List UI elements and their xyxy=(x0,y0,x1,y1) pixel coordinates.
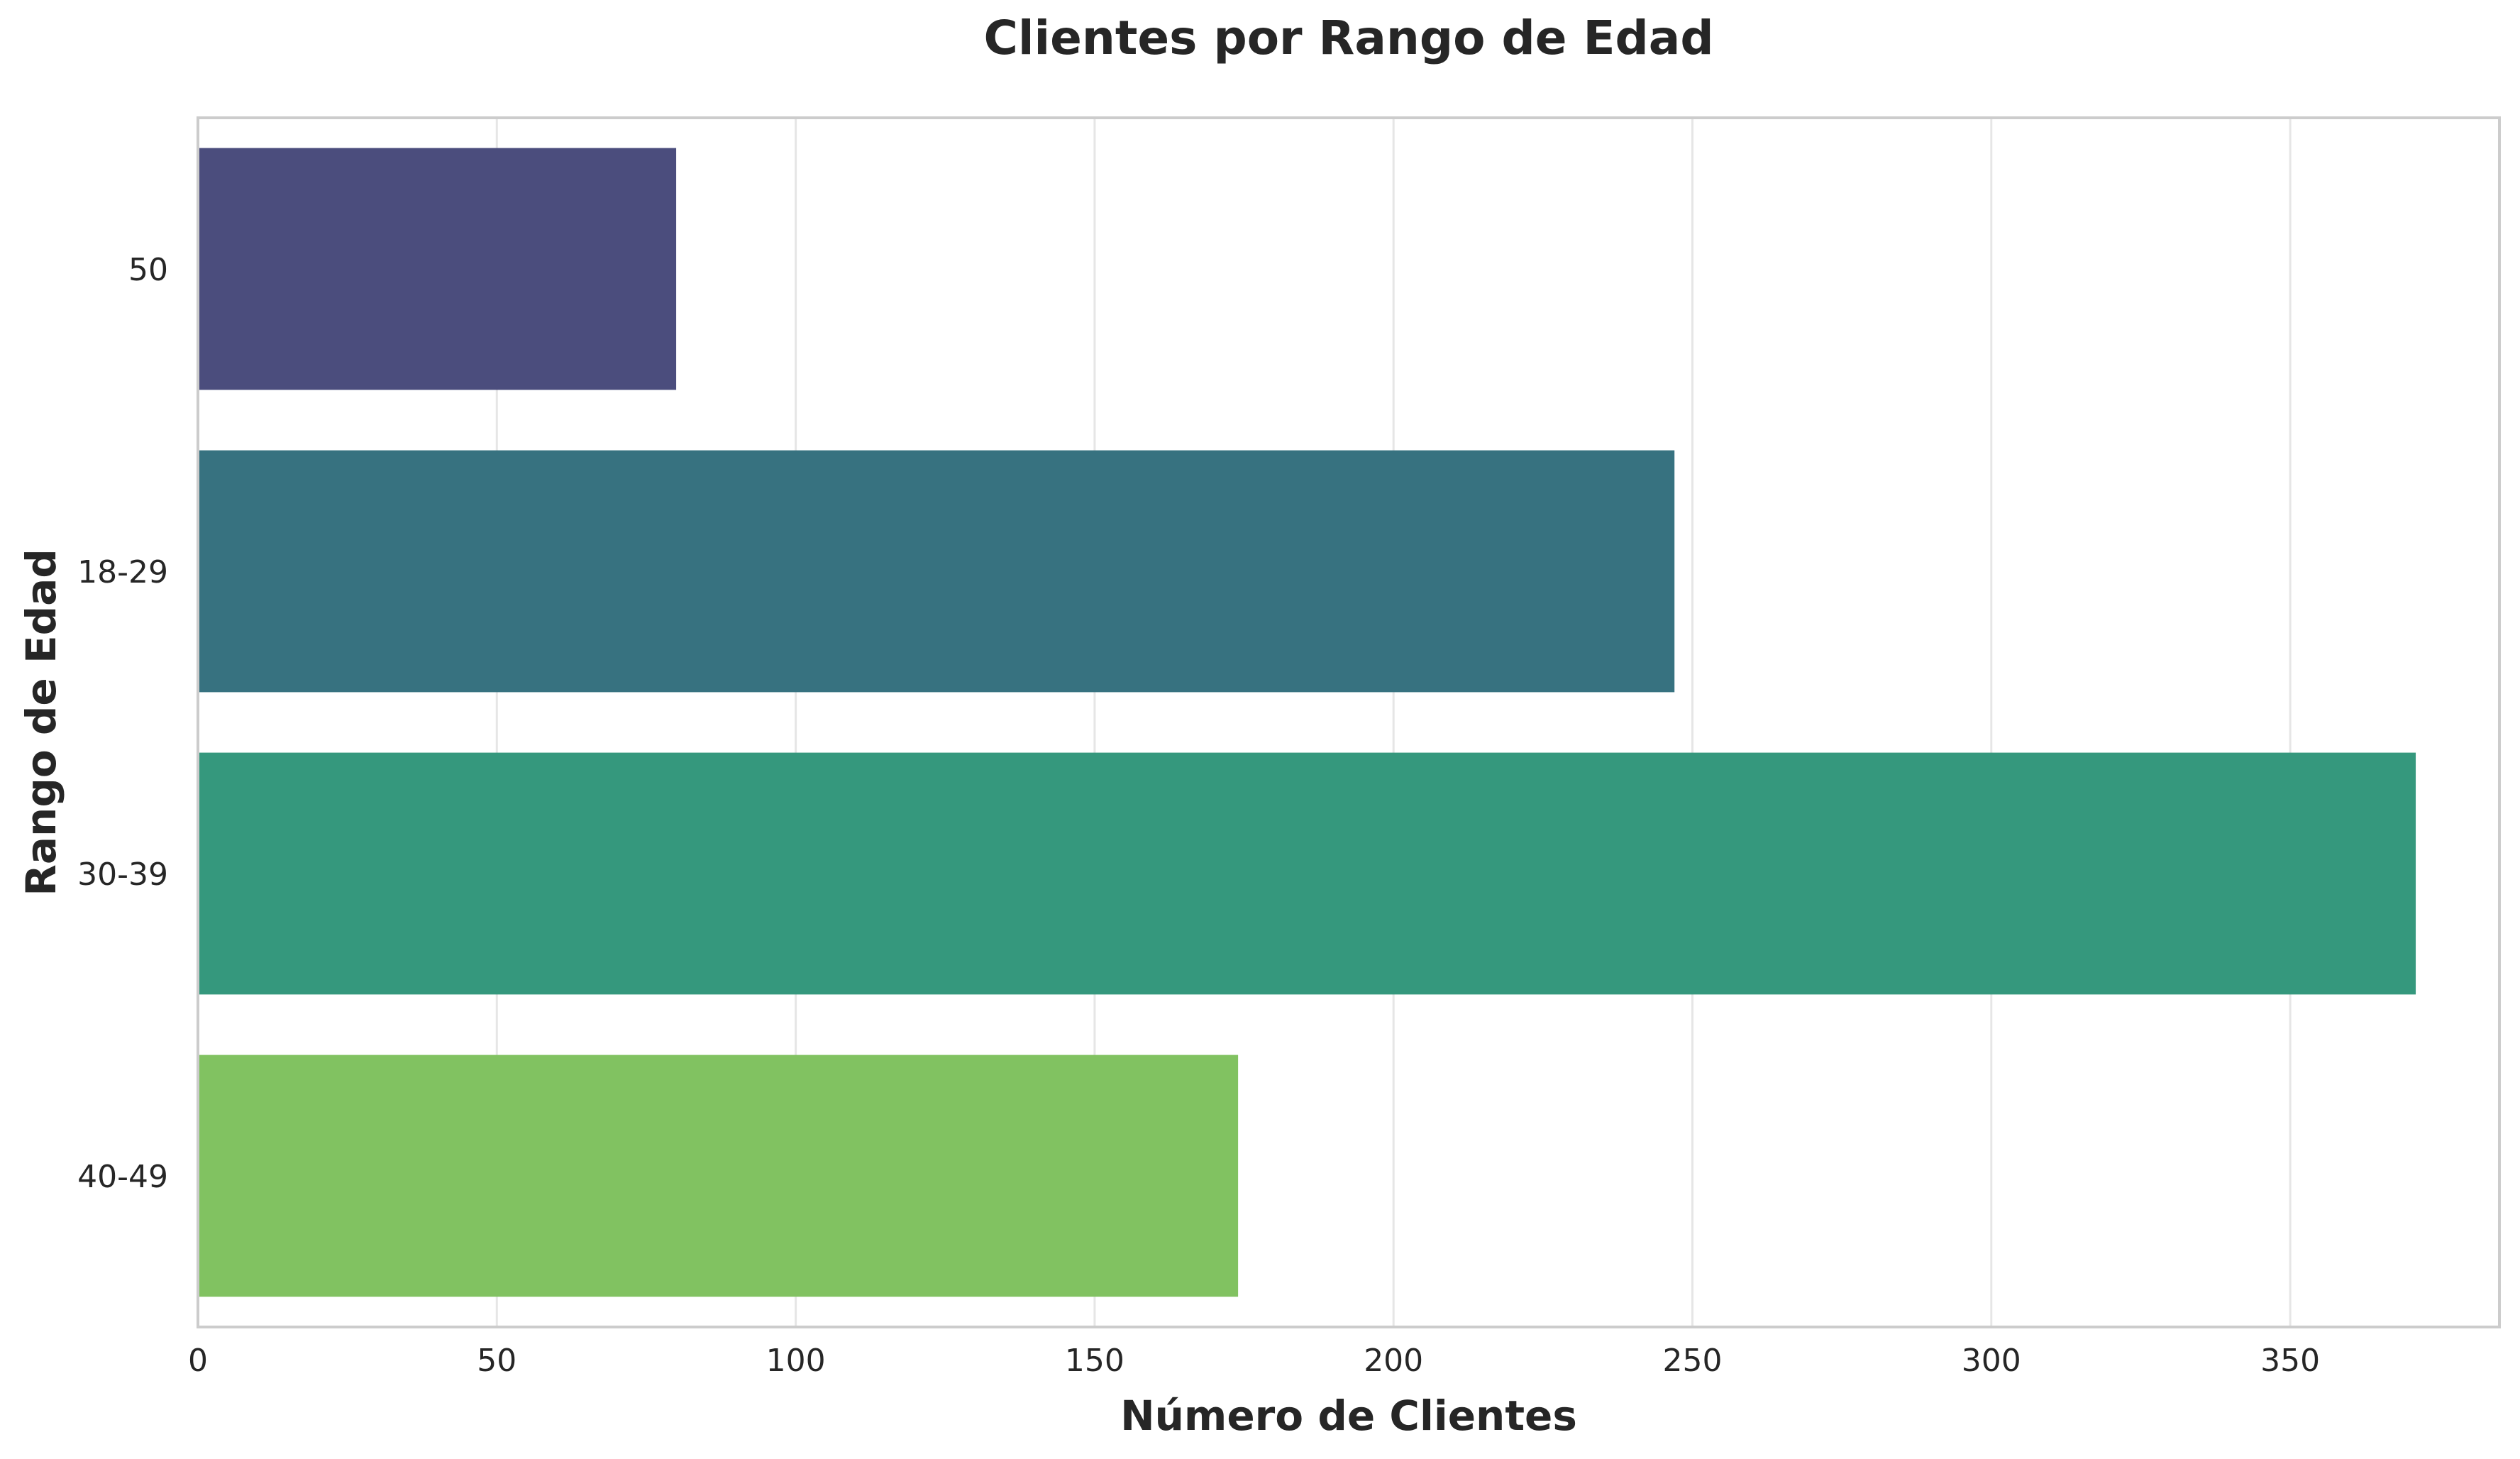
x-tick-label: 300 xyxy=(1962,1343,2021,1379)
x-tick-label: 50 xyxy=(477,1343,516,1379)
bar-30-39 xyxy=(198,752,2416,995)
y-tick-label: 40-49 xyxy=(77,1159,168,1195)
bars xyxy=(198,148,2416,1297)
x-tick-label: 150 xyxy=(1065,1343,1124,1379)
x-tick-label: 250 xyxy=(1663,1343,1723,1379)
x-axis-label: Número de Clientes xyxy=(1120,1392,1577,1440)
x-tick-label: 100 xyxy=(766,1343,826,1379)
y-tick-label: 50 xyxy=(128,252,168,288)
plot-frame xyxy=(197,116,2501,1328)
y-tick-label: 30-39 xyxy=(77,857,168,893)
x-gridlines xyxy=(495,118,2292,1327)
y-tick-label: 18-29 xyxy=(77,554,168,590)
y-axis-label: Rango de Edad xyxy=(17,549,65,896)
y-tick-labels: 50 18-29 30-39 40-49 xyxy=(77,252,168,1195)
x-tick-label: 200 xyxy=(1364,1343,1423,1379)
bar-40-49 xyxy=(198,1055,1239,1297)
x-tick-label: 0 xyxy=(188,1343,208,1379)
bar-18-29 xyxy=(198,450,1675,693)
x-tick-labels: 0 50 100 150 200 250 300 350 xyxy=(188,1343,2320,1379)
x-tick-label: 350 xyxy=(2260,1343,2320,1379)
chart-title: Clientes por Rango de Edad xyxy=(983,11,1713,65)
bar-50 xyxy=(198,148,677,390)
